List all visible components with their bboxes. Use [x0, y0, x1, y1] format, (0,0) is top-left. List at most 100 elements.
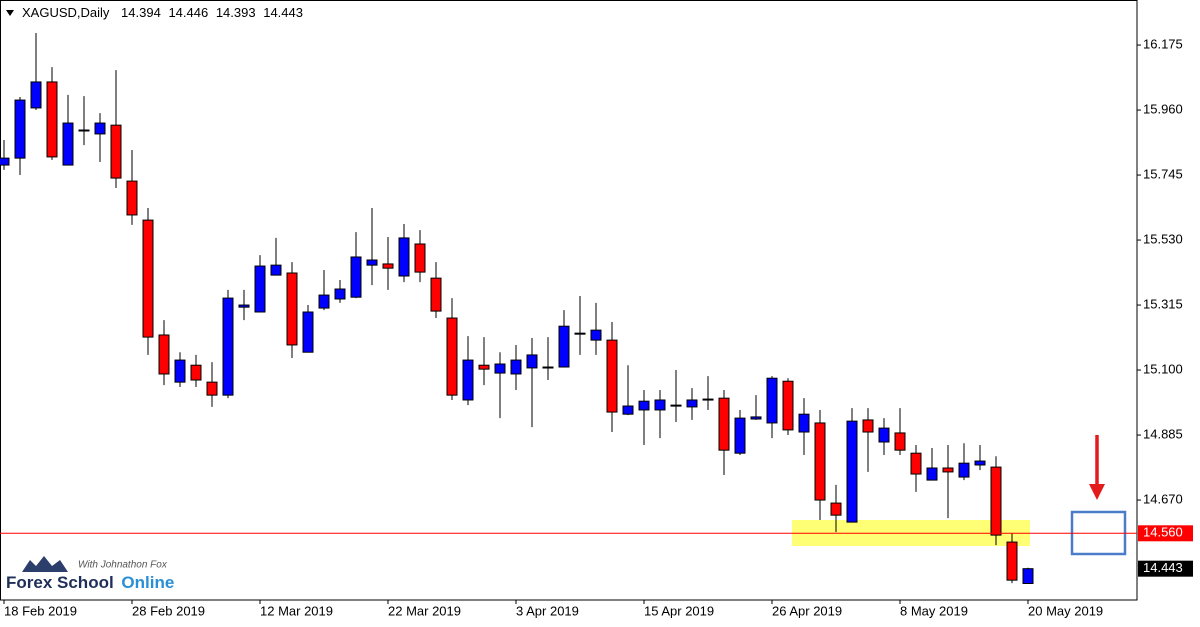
candle-body	[702, 398, 714, 401]
candle-body	[1022, 568, 1034, 584]
candle-body	[78, 129, 90, 132]
candle-body	[366, 259, 378, 266]
candle-body	[718, 397, 730, 451]
x-tick-label: 26 Apr 2019	[772, 603, 842, 618]
candle-body	[926, 467, 938, 481]
candle-body	[798, 413, 810, 433]
candle-body	[814, 422, 826, 501]
current-price-label: 14.443	[1143, 560, 1183, 575]
candle-body	[750, 416, 762, 420]
y-tick-label: 15.530	[1143, 231, 1183, 246]
chart-title: XAGUSD,Daily 14.394 14.446 14.393 14.443	[22, 5, 303, 20]
logo-brand: Forex School Online	[6, 573, 174, 592]
candle-body	[62, 122, 74, 166]
candle-body	[286, 272, 298, 346]
plot-frame	[0, 0, 1138, 601]
candle-body	[0, 157, 10, 166]
logo-icon	[22, 556, 68, 572]
ohlc-high: 14.446	[168, 5, 208, 20]
candle-body	[766, 377, 778, 424]
candle-body	[638, 400, 650, 411]
candle-body	[686, 399, 698, 408]
candle-body	[318, 294, 330, 309]
symbol: XAGUSD,Daily	[22, 5, 110, 20]
candle-body	[94, 122, 106, 135]
candle-body	[254, 265, 266, 313]
candle-body	[846, 420, 858, 523]
x-tick-label: 8 May 2019	[900, 603, 968, 618]
ohlc-open: 14.394	[121, 5, 161, 20]
candle-body	[910, 452, 922, 475]
ohlc-close: 14.443	[263, 5, 303, 20]
menu-triangle	[6, 10, 14, 16]
candle-body	[494, 363, 506, 374]
candle-body	[830, 502, 842, 516]
candle-body	[542, 366, 554, 369]
ohlc-low: 14.393	[216, 5, 256, 20]
x-tick-label: 18 Feb 2019	[4, 603, 77, 618]
candle-body	[142, 219, 154, 338]
candle-body	[606, 339, 618, 413]
candle-body	[670, 404, 682, 407]
candle-body	[734, 417, 746, 454]
plot-area	[0, 32, 1034, 584]
logo-brand-main: Forex School	[6, 573, 114, 592]
candle-body	[1006, 541, 1018, 581]
y-tick-label: 14.885	[1143, 426, 1183, 441]
candle-body	[206, 381, 218, 396]
candle-body	[350, 256, 362, 298]
candle-body	[990, 466, 1002, 536]
current-price-bg	[1138, 560, 1193, 577]
candle-body	[446, 317, 458, 396]
candle-body	[302, 311, 314, 353]
y-tick-label: 15.745	[1143, 166, 1183, 181]
candle-body	[14, 99, 26, 159]
candle-body	[430, 277, 442, 312]
candle-body	[958, 462, 970, 478]
candle-body	[222, 297, 234, 396]
x-tick-label: 22 Mar 2019	[388, 603, 461, 618]
candle-body	[398, 237, 410, 277]
x-tick-label: 12 Mar 2019	[260, 603, 333, 618]
x-tick-label: 28 Feb 2019	[132, 603, 205, 618]
candle-body	[782, 380, 794, 431]
candle-body	[894, 432, 906, 451]
candle-body	[510, 359, 522, 375]
candle-body	[654, 399, 666, 411]
logo: With Johnathon Fox Forex School Online	[6, 556, 174, 592]
candle-body	[526, 354, 538, 369]
candle-body	[238, 304, 250, 308]
y-tick-label: 14.670	[1143, 491, 1183, 506]
candle-body	[574, 332, 586, 335]
candle-body	[974, 460, 986, 466]
y-tick-label: 15.960	[1143, 101, 1183, 116]
candle-body	[478, 364, 490, 370]
candle-body	[462, 359, 474, 401]
x-tick-label: 20 May 2019	[1028, 603, 1103, 618]
candle-body	[46, 81, 58, 158]
y-tick-label: 16.175	[1143, 36, 1183, 51]
candle-body	[622, 405, 634, 415]
candle-body	[590, 329, 602, 341]
candle-body	[174, 359, 186, 383]
x-tick-label: 15 Apr 2019	[644, 603, 714, 618]
candle-body	[414, 243, 426, 273]
arrow-head	[1089, 484, 1105, 500]
candle-body	[270, 264, 282, 276]
x-tick-label: 3 Apr 2019	[516, 603, 579, 618]
y-tick-label: 15.315	[1143, 296, 1183, 311]
price-line-label-bg	[1138, 525, 1193, 542]
candle-body	[126, 180, 138, 216]
candle-body	[158, 334, 170, 375]
y-tick-label: 15.100	[1143, 361, 1183, 376]
candle-body	[334, 288, 346, 300]
price-line-label: 14.560	[1143, 525, 1183, 540]
candle-body	[942, 467, 954, 473]
candle-body	[190, 364, 202, 381]
candle-body	[558, 325, 570, 368]
candle-body	[110, 124, 122, 179]
candle-body	[862, 419, 874, 433]
logo-tagline: With Johnathon Fox	[78, 560, 168, 571]
candle-body	[382, 263, 394, 269]
